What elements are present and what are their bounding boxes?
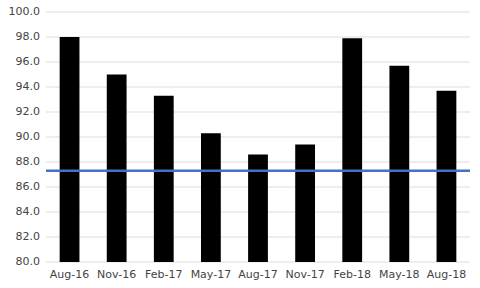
grid — [46, 12, 470, 262]
grid-line — [46, 37, 470, 38]
x-tick-label: May-18 — [379, 268, 420, 281]
y-axis: 80.0 82.0 84.0 86.0 88.0 90.0 92.0 94.0 96.0 98.0… — [9, 5, 41, 268]
x-tick-label: Aug-18 — [427, 268, 466, 281]
bar — [389, 66, 409, 262]
x-axis: Aug-16 Nov-16 Feb-17 May-17 Aug-17 Nov-17 Feb-… — [50, 268, 466, 281]
y-tick-label: 80.0 — [16, 255, 41, 268]
grid-line — [46, 62, 470, 63]
bar — [60, 37, 80, 262]
bars — [60, 37, 457, 262]
x-tick-label: Aug-16 — [50, 268, 89, 281]
bar — [201, 133, 221, 262]
y-tick-label: 98.0 — [16, 30, 41, 43]
bar — [154, 96, 174, 262]
reference — [46, 170, 470, 171]
chart-container: 80.0 82.0 84.0 86.0 88.0 90.0 92.0 94.0 96.0 98.0… — [0, 0, 480, 288]
y-tick-label: 82.0 — [16, 230, 41, 243]
y-tick-label: 84.0 — [16, 205, 41, 218]
bar — [295, 145, 315, 263]
y-tick-label: 94.0 — [16, 80, 41, 93]
y-tick-label: 92.0 — [16, 105, 41, 118]
y-tick-label: 100.0 — [9, 5, 41, 18]
x-tick-label: Aug-17 — [238, 268, 277, 281]
y-tick-label: 90.0 — [16, 130, 41, 143]
y-tick-label: 88.0 — [16, 155, 41, 168]
x-tick-label: Feb-17 — [145, 268, 182, 281]
x-tick-label: Nov-17 — [286, 268, 325, 281]
x-tick-label: May-17 — [191, 268, 232, 281]
chart: 80.0 82.0 84.0 86.0 88.0 90.0 92.0 94.0 96.0 98.0… — [0, 0, 480, 288]
x-tick-label: Feb-18 — [333, 268, 370, 281]
y-tick-label: 86.0 — [16, 180, 41, 193]
bar — [107, 75, 127, 263]
bar — [342, 38, 362, 262]
y-tick-label: 96.0 — [16, 55, 41, 68]
historical-average-line — [46, 170, 470, 173]
grid-line — [46, 12, 470, 13]
x-tick-label: Nov-16 — [97, 268, 136, 281]
bar — [437, 91, 457, 262]
